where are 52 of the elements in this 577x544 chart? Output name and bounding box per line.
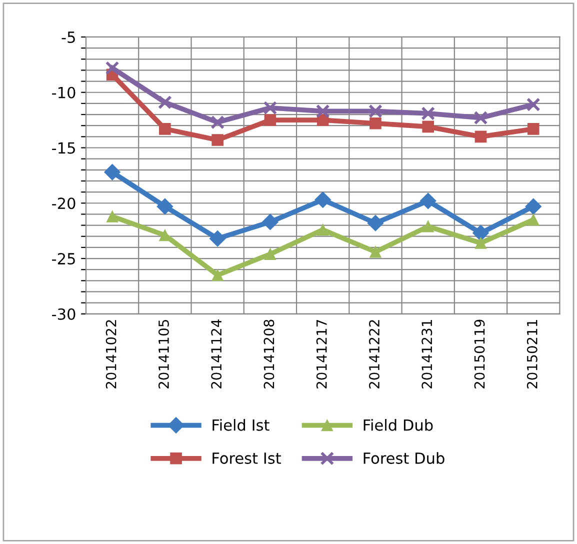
- x-tick-label: 20141208: [264, 320, 274, 388]
- point: [368, 104, 382, 118]
- point: [525, 198, 542, 215]
- point: [421, 106, 436, 120]
- point: [527, 214, 540, 226]
- point: [209, 230, 226, 247]
- point: [263, 100, 278, 115]
- point: [158, 95, 172, 110]
- point: [367, 214, 384, 232]
- point: [474, 130, 487, 143]
- point: [422, 120, 434, 133]
- point: [210, 115, 225, 130]
- point: [474, 237, 487, 249]
- legend-label: Forest Dub: [364, 452, 444, 464]
- x-tick-label: 20141124: [211, 320, 222, 388]
- x-tick-label: 20141222: [368, 320, 380, 388]
- legend-label: Forest Ist: [212, 452, 281, 464]
- point: [316, 224, 329, 236]
- point: [314, 192, 332, 208]
- y-tick-label: -10: [52, 86, 76, 98]
- y-tick-label: -5: [62, 32, 75, 44]
- x-tick-label: 20150211: [526, 320, 538, 388]
- point: [212, 134, 224, 146]
- x-tick-label: 20141022: [106, 320, 116, 388]
- point: [264, 114, 276, 126]
- x-tick-label: 20141217: [316, 320, 327, 388]
- point: [264, 248, 276, 260]
- point: [159, 123, 171, 135]
- y-tick-label: -15: [52, 142, 75, 154]
- point: [422, 220, 434, 232]
- legend-label: Field Ist: [212, 419, 270, 431]
- x-tick-label: 20150119: [474, 320, 485, 388]
- point: [262, 214, 278, 230]
- x-tick-label: 20141105: [158, 320, 169, 388]
- x-tick-label: 20141231: [422, 320, 432, 388]
- point: [370, 117, 382, 130]
- point: [474, 110, 488, 125]
- y-tick-label: -30: [52, 308, 76, 320]
- point: [105, 61, 120, 75]
- point: [472, 224, 489, 242]
- point: [370, 246, 382, 258]
- point: [104, 164, 120, 180]
- point: [156, 198, 174, 215]
- legend-label: Field Dub: [364, 419, 433, 431]
- point: [212, 269, 224, 282]
- point: [526, 98, 540, 112]
- y-tick-label: -20: [52, 198, 76, 210]
- point: [420, 192, 436, 210]
- point: [527, 123, 540, 135]
- point: [106, 210, 118, 222]
- y-tick-label: -25: [52, 252, 75, 265]
- point: [316, 104, 330, 118]
